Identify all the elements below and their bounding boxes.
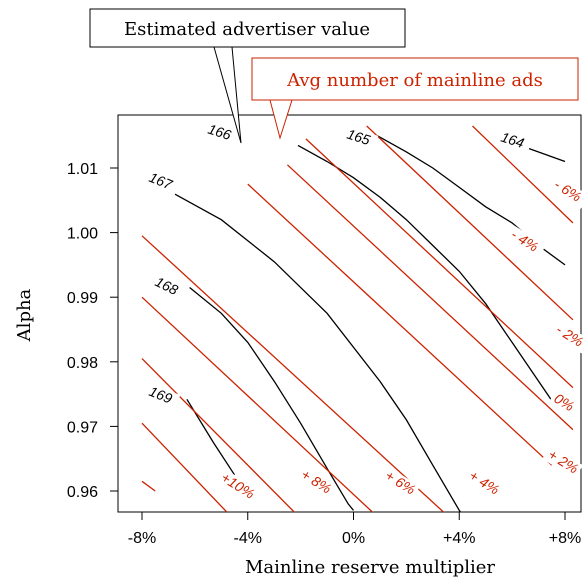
value-label-bg xyxy=(142,382,181,410)
value-label-bg xyxy=(340,125,379,152)
value-contour-2 xyxy=(297,144,553,401)
ads-label-bg xyxy=(548,389,576,415)
y-axis-title: Alpha xyxy=(14,288,35,342)
x-tick-label: -8% xyxy=(128,530,156,547)
value-label-bg xyxy=(494,128,533,155)
ads-contour-7 xyxy=(305,138,574,389)
ads-contour-5 xyxy=(247,183,553,466)
y-tick-label: 0.96 xyxy=(67,484,98,501)
ads-contour-2 xyxy=(141,358,296,512)
value-callout-box xyxy=(89,8,406,48)
value-contour-3 xyxy=(168,190,462,512)
ads-callout-pointer xyxy=(269,99,293,140)
y-tick-label: 0.99 xyxy=(67,290,98,307)
ads-callout-box xyxy=(251,57,579,101)
y-tick-label: 1.00 xyxy=(67,226,98,243)
value-label-bg xyxy=(142,168,181,196)
ads-contour-8 xyxy=(366,125,574,321)
contour-lines xyxy=(141,125,574,512)
value-contour-label: 166 xyxy=(206,121,233,144)
plot-frame xyxy=(117,114,582,513)
ads-label-bg xyxy=(295,465,337,499)
ads-label-bg xyxy=(505,225,547,259)
ads-contour-3 xyxy=(141,296,374,512)
ads-contour-6 xyxy=(286,164,574,431)
ads-label-bg xyxy=(548,175,584,209)
ads-contour-label: +10% xyxy=(218,469,257,502)
ads-contour-9 xyxy=(472,125,574,224)
x-tick-label: -4% xyxy=(234,530,262,547)
x-tick-label: +4% xyxy=(443,530,475,547)
ads-callout-text: Avg number of mainline ads xyxy=(286,70,543,91)
y-tick-label: 0.97 xyxy=(67,419,98,436)
ads-label-bg xyxy=(463,466,505,500)
y-tick-label: 0.98 xyxy=(67,355,98,372)
value-label-bg xyxy=(201,120,240,147)
ads-label-bg xyxy=(550,320,584,354)
ads-contour-1 xyxy=(141,422,228,512)
x-axis-title: Mainline reserve multiplier xyxy=(245,557,495,578)
ads-label-bg xyxy=(215,468,257,502)
x-tick-label: 0% xyxy=(342,530,365,547)
ads-label-bg xyxy=(542,445,584,479)
value-contour-label: 165 xyxy=(345,126,372,149)
ads-contour-0 xyxy=(141,480,156,492)
value-contour-5 xyxy=(186,398,236,476)
y-tick-label: 1.01 xyxy=(67,161,98,178)
value-label-bg xyxy=(148,272,187,302)
value-callout-text: Estimated advertiser value xyxy=(124,19,370,40)
value-contour-label: 164 xyxy=(499,129,526,152)
ads-label-bg xyxy=(379,466,421,500)
value-contour-4 xyxy=(189,286,355,511)
x-tick-label: +8% xyxy=(549,530,581,547)
